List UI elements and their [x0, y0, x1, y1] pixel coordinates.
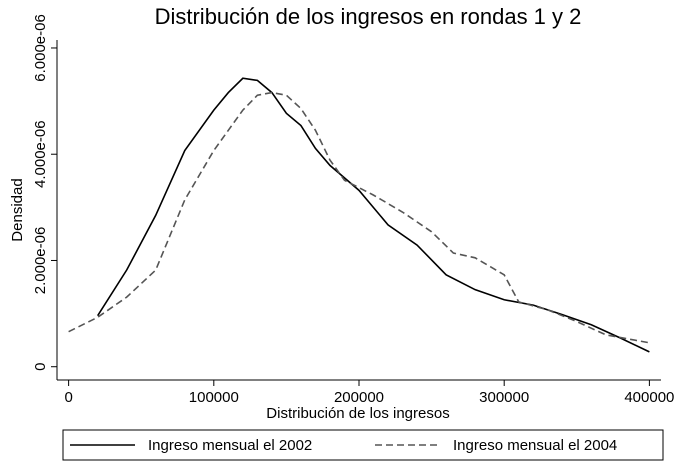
x-tick-label: 0	[64, 389, 72, 406]
series-line	[68, 91, 650, 344]
y-tick-label: 0	[32, 363, 49, 371]
x-tick-label: 300000	[479, 389, 529, 406]
legend-box	[62, 429, 664, 461]
y-axis-title: Densidad	[9, 178, 26, 241]
y-tick-label: 6.000e-06	[32, 14, 49, 82]
x-tick-label: 400000	[624, 389, 674, 406]
legend-label: Ingreso mensual el 2002	[148, 437, 312, 454]
y-tick-label: 2.000e-06	[32, 227, 49, 295]
x-axis-title: Distribución de los ingresos	[266, 405, 449, 422]
x-tick-label: 200000	[334, 389, 384, 406]
chart-title: Distribución de los ingresos en rondas 1…	[155, 4, 582, 29]
x-tick-label: 100000	[189, 389, 239, 406]
y-tick-label: 4.000e-06	[32, 120, 49, 188]
legend-label: Ingreso mensual el 2004	[453, 437, 617, 454]
